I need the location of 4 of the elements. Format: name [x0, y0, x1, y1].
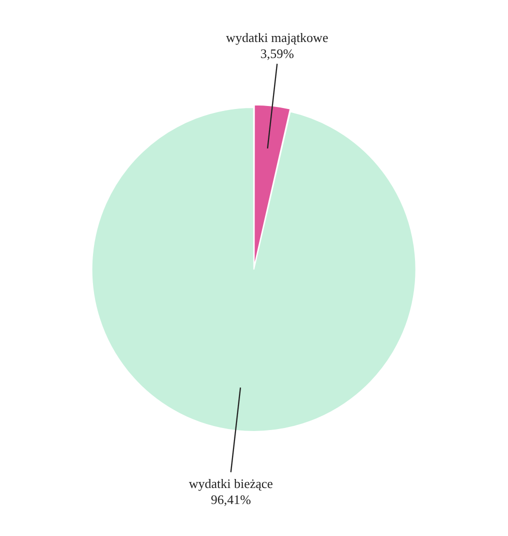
slice-label: wydatki bieżące — [188, 476, 274, 492]
data-label: 96,41% — [210, 492, 252, 508]
slice-label: wydatki majątkowe — [226, 30, 328, 45]
data-label: 3,59% — [260, 46, 294, 61]
